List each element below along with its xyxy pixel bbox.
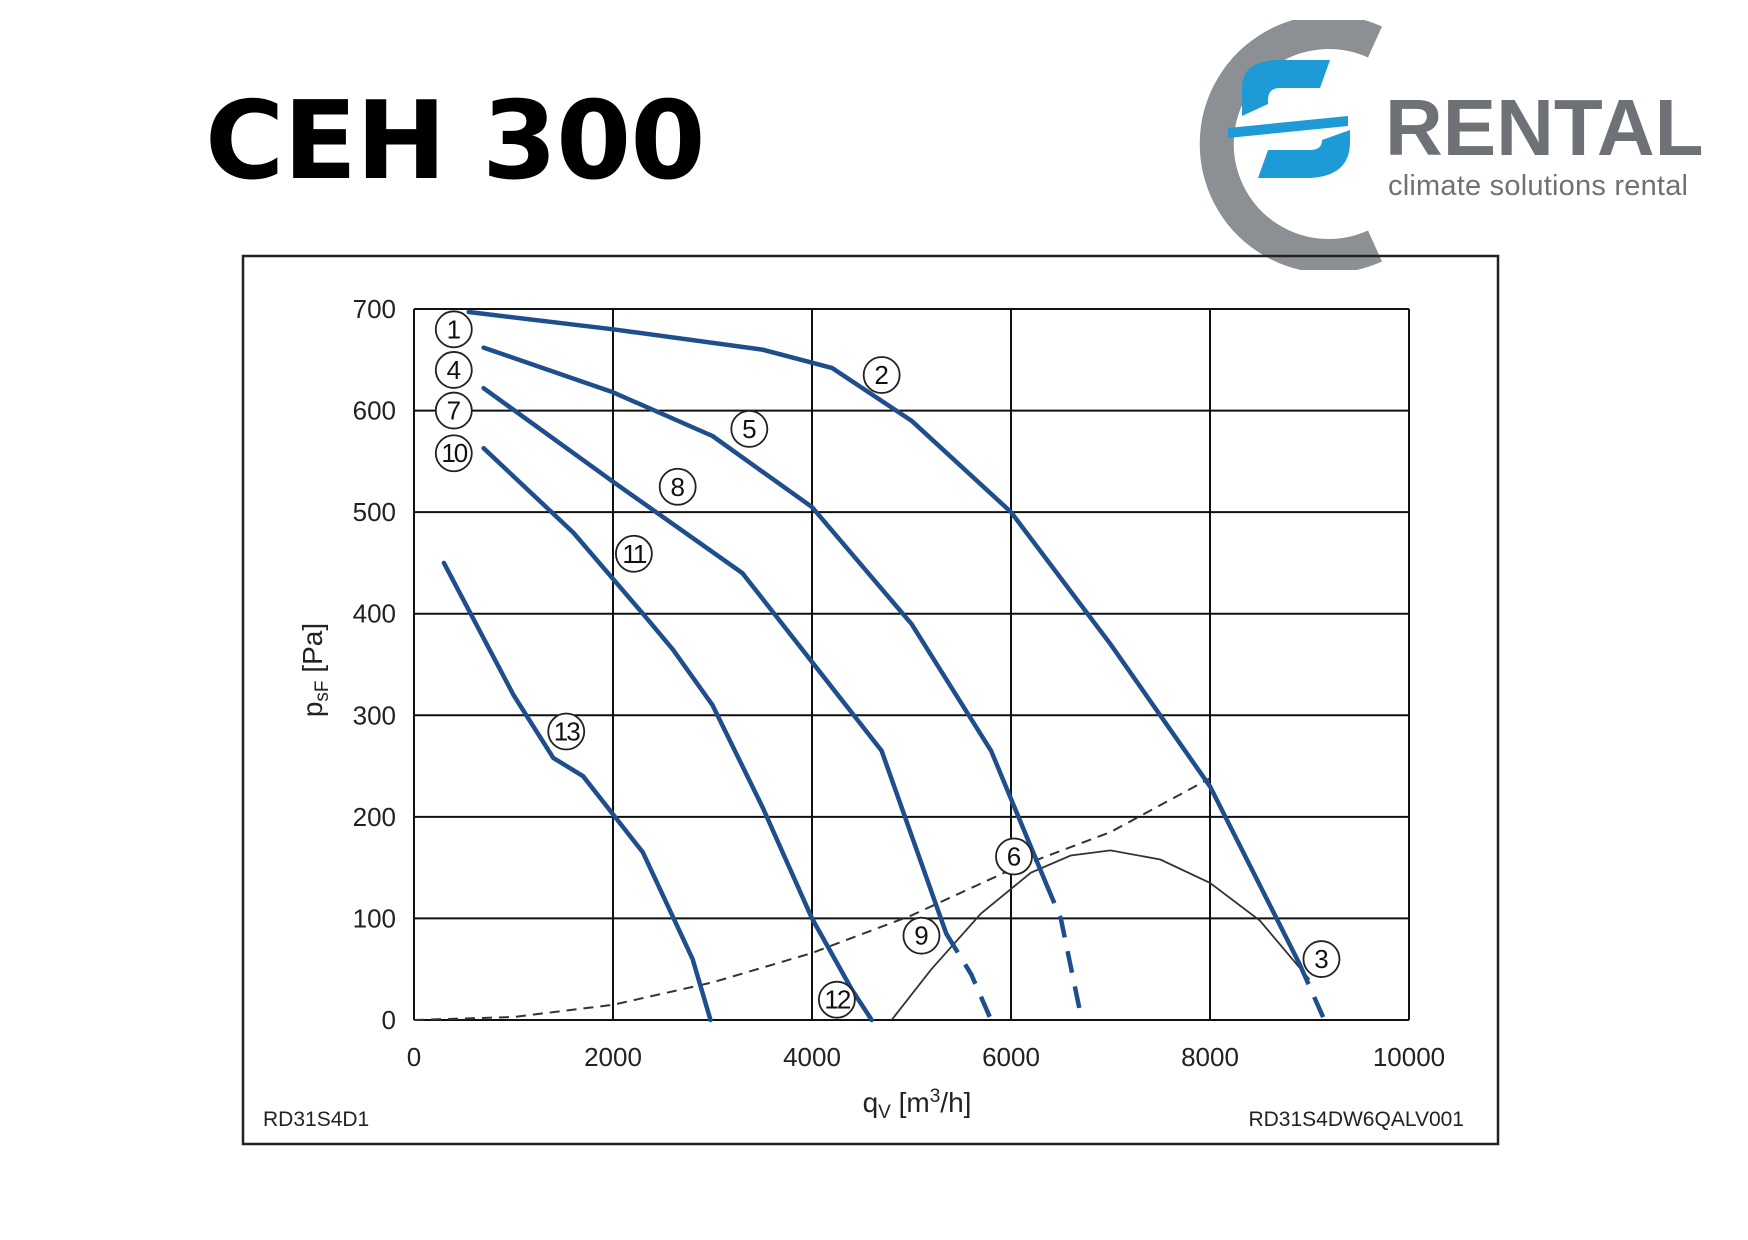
fan-curve-1-extension <box>1297 963 1327 1021</box>
x-tick-labels: 0 2000 4000 6000 8000 10000 <box>407 1042 1445 1072</box>
fan-curve-1 <box>466 309 1302 967</box>
curve-marker: 3 <box>1302 940 1341 978</box>
svg-text:7: 7 <box>447 396 461 426</box>
x-tick-label: 0 <box>407 1042 421 1072</box>
svg-text:12: 12 <box>824 985 850 1015</box>
curve-marker: 7 <box>434 391 473 430</box>
y-tick-label: 400 <box>353 599 396 629</box>
y-axis-label: psF [Pa] <box>297 623 333 717</box>
y-tick-label: 600 <box>353 396 396 426</box>
x-tick-label: 2000 <box>584 1042 642 1072</box>
svg-text:9: 9 <box>914 921 928 951</box>
curve-marker: 9 <box>902 916 941 955</box>
x-tick-label: 6000 <box>982 1042 1040 1072</box>
page-title: CEH 300 <box>205 79 705 204</box>
logo-s-mark <box>1228 60 1350 178</box>
svg-text:5: 5 <box>742 414 756 444</box>
logo-wordmark: RENTAL <box>1385 83 1703 172</box>
fan-curve-3-extension <box>944 932 994 1021</box>
curve-marker: 12 <box>817 980 856 1019</box>
fan-curve-3 <box>481 385 949 936</box>
svg-text:13: 13 <box>554 717 580 747</box>
curve-marker: 11 <box>614 534 653 573</box>
y-tick-label: 200 <box>353 802 396 832</box>
svg-text:6: 6 <box>1007 841 1021 871</box>
svg-text:3: 3 <box>1314 944 1328 974</box>
curve-marker: 2 <box>862 356 901 394</box>
x-axis-label: qV [m3/h] <box>863 1086 972 1123</box>
fan-curves <box>441 309 1327 1023</box>
curve-marker: 4 <box>434 351 473 389</box>
chart-grid <box>413 308 1410 1021</box>
y-tick-labels: 0 100 200 300 400 500 600 700 <box>353 294 396 1035</box>
chart-id-right: RD31S4DW6QALV001 <box>1248 1108 1464 1131</box>
fan-curve-2-extension <box>1043 882 1083 1016</box>
y-tick-label: 700 <box>353 294 396 324</box>
fan-curve-4 <box>481 445 874 1023</box>
company-logo: RENTAL climate solutions rental <box>1199 20 1703 270</box>
auxiliary-curves <box>413 777 1311 1021</box>
y-tick-label: 500 <box>353 497 396 527</box>
y-tick-label: 300 <box>353 700 396 730</box>
x-tick-label: 10000 <box>1373 1042 1445 1072</box>
x-tick-label: 4000 <box>783 1042 841 1072</box>
chart-id-left: RD31S4D1 <box>263 1108 369 1131</box>
curve-marker: 5 <box>730 409 769 448</box>
curve-marker: 1 <box>434 310 473 349</box>
curve-marker: 8 <box>658 467 697 506</box>
y-tick-label: 0 <box>382 1005 396 1035</box>
chart-frame <box>241 254 1500 1146</box>
svg-text:10: 10 <box>441 438 467 468</box>
curve-marker: 13 <box>547 712 586 751</box>
logo-ring <box>1199 20 1382 270</box>
curve-marker: 10 <box>434 434 473 473</box>
svg-text:8: 8 <box>670 472 684 502</box>
fan-curve-5 <box>441 560 713 1023</box>
y-tick-label: 100 <box>353 903 396 933</box>
svg-text:1: 1 <box>447 314 461 344</box>
svg-text:2: 2 <box>874 360 888 390</box>
svg-text:11: 11 <box>622 539 647 569</box>
x-tick-label: 8000 <box>1181 1042 1239 1072</box>
fan-curve-2 <box>481 345 1049 886</box>
curve-marker: 6 <box>995 837 1033 876</box>
logo-tagline: climate solutions rental <box>1388 170 1688 202</box>
svg-text:4: 4 <box>447 355 461 385</box>
limit-curve <box>890 849 1311 1021</box>
